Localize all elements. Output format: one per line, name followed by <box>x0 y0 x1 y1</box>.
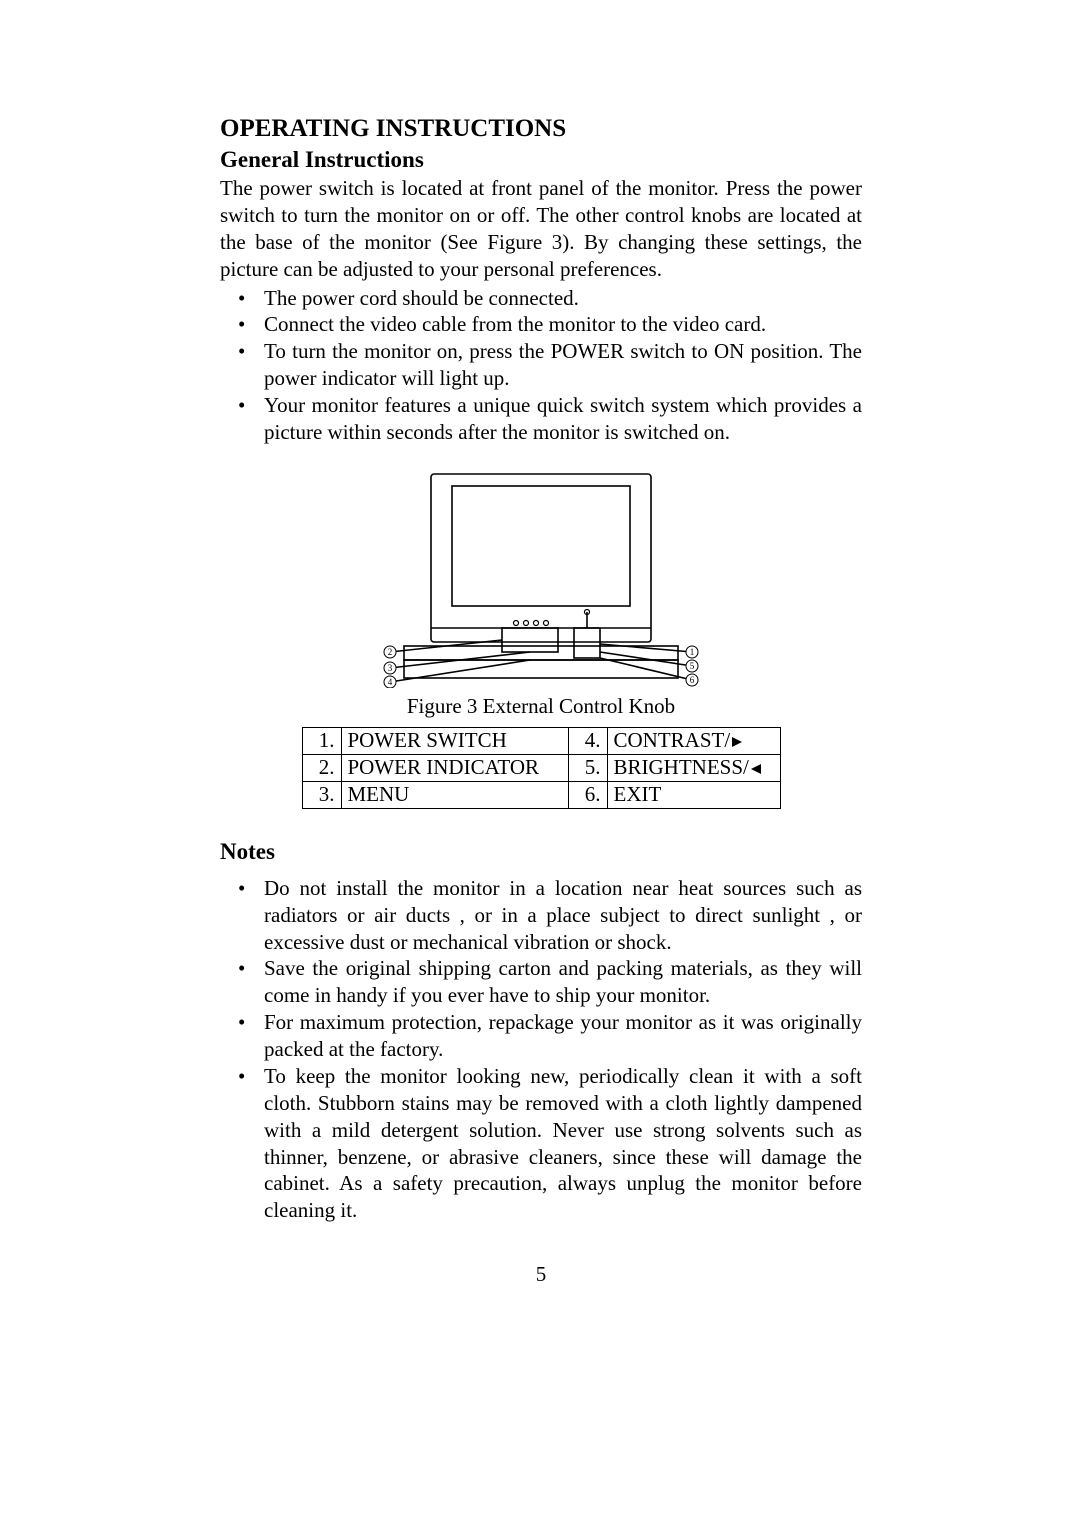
cell-num: 2. <box>302 754 341 781</box>
cell-text: CONTRAST/ <box>614 728 731 752</box>
figure-3: 2 3 4 1 5 6 <box>376 468 706 688</box>
cell-num: 1. <box>302 727 341 754</box>
cell-label: BRIGHTNESS/ <box>607 754 780 781</box>
list-item: Save the original shipping carton and pa… <box>264 955 862 1009</box>
cell-label: EXIT <box>607 781 780 808</box>
triangle-left-icon <box>749 762 763 776</box>
setup-bullets: The power cord should be connected. Conn… <box>220 285 862 446</box>
section-general-instructions: General Instructions <box>220 147 862 173</box>
svg-text:5: 5 <box>690 661 695 671</box>
page-title: OPERATING INSTRUCTIONS <box>220 115 862 143</box>
page-number: 5 <box>220 1262 862 1287</box>
cell-label: CONTRAST/ <box>607 727 780 754</box>
controls-table: 1. POWER SWITCH 4. CONTRAST/ 2. POWER IN… <box>302 727 781 809</box>
cell-label: MENU <box>341 781 568 808</box>
notes-bullets: Do not install the monitor in a location… <box>220 875 862 1224</box>
table-row: 2. POWER INDICATOR 5. BRIGHTNESS/ <box>302 754 780 781</box>
list-item: Your monitor features a unique quick swi… <box>264 392 862 446</box>
cell-text: BRIGHTNESS/ <box>614 755 749 779</box>
svg-text:4: 4 <box>388 677 393 687</box>
list-item: To keep the monitor looking new, periodi… <box>264 1063 862 1224</box>
cell-label: POWER INDICATOR <box>341 754 568 781</box>
cell-num: 4. <box>568 727 607 754</box>
list-item: Connect the video cable from the monitor… <box>264 311 862 338</box>
table-row: 1. POWER SWITCH 4. CONTRAST/ <box>302 727 780 754</box>
cell-num: 5. <box>568 754 607 781</box>
intro-paragraph: The power switch is located at front pan… <box>220 175 862 283</box>
triangle-right-icon <box>730 735 744 749</box>
svg-text:3: 3 <box>388 663 393 673</box>
list-item: For maximum protection, repackage your m… <box>264 1009 862 1063</box>
cell-label: POWER SWITCH <box>341 727 568 754</box>
monitor-diagram: 2 3 4 1 5 6 <box>376 468 706 688</box>
svg-text:6: 6 <box>690 675 695 685</box>
list-item: The power cord should be connected. <box>264 285 862 312</box>
section-notes: Notes <box>220 839 862 865</box>
cell-num: 6. <box>568 781 607 808</box>
svg-text:2: 2 <box>388 647 393 657</box>
table-row: 3. MENU 6. EXIT <box>302 781 780 808</box>
figure-caption: Figure 3 External Control Knob <box>220 694 862 719</box>
list-item: To turn the monitor on, press the POWER … <box>264 338 862 392</box>
cell-num: 3. <box>302 781 341 808</box>
list-item: Do not install the monitor in a location… <box>264 875 862 956</box>
svg-text:1: 1 <box>690 647 695 657</box>
